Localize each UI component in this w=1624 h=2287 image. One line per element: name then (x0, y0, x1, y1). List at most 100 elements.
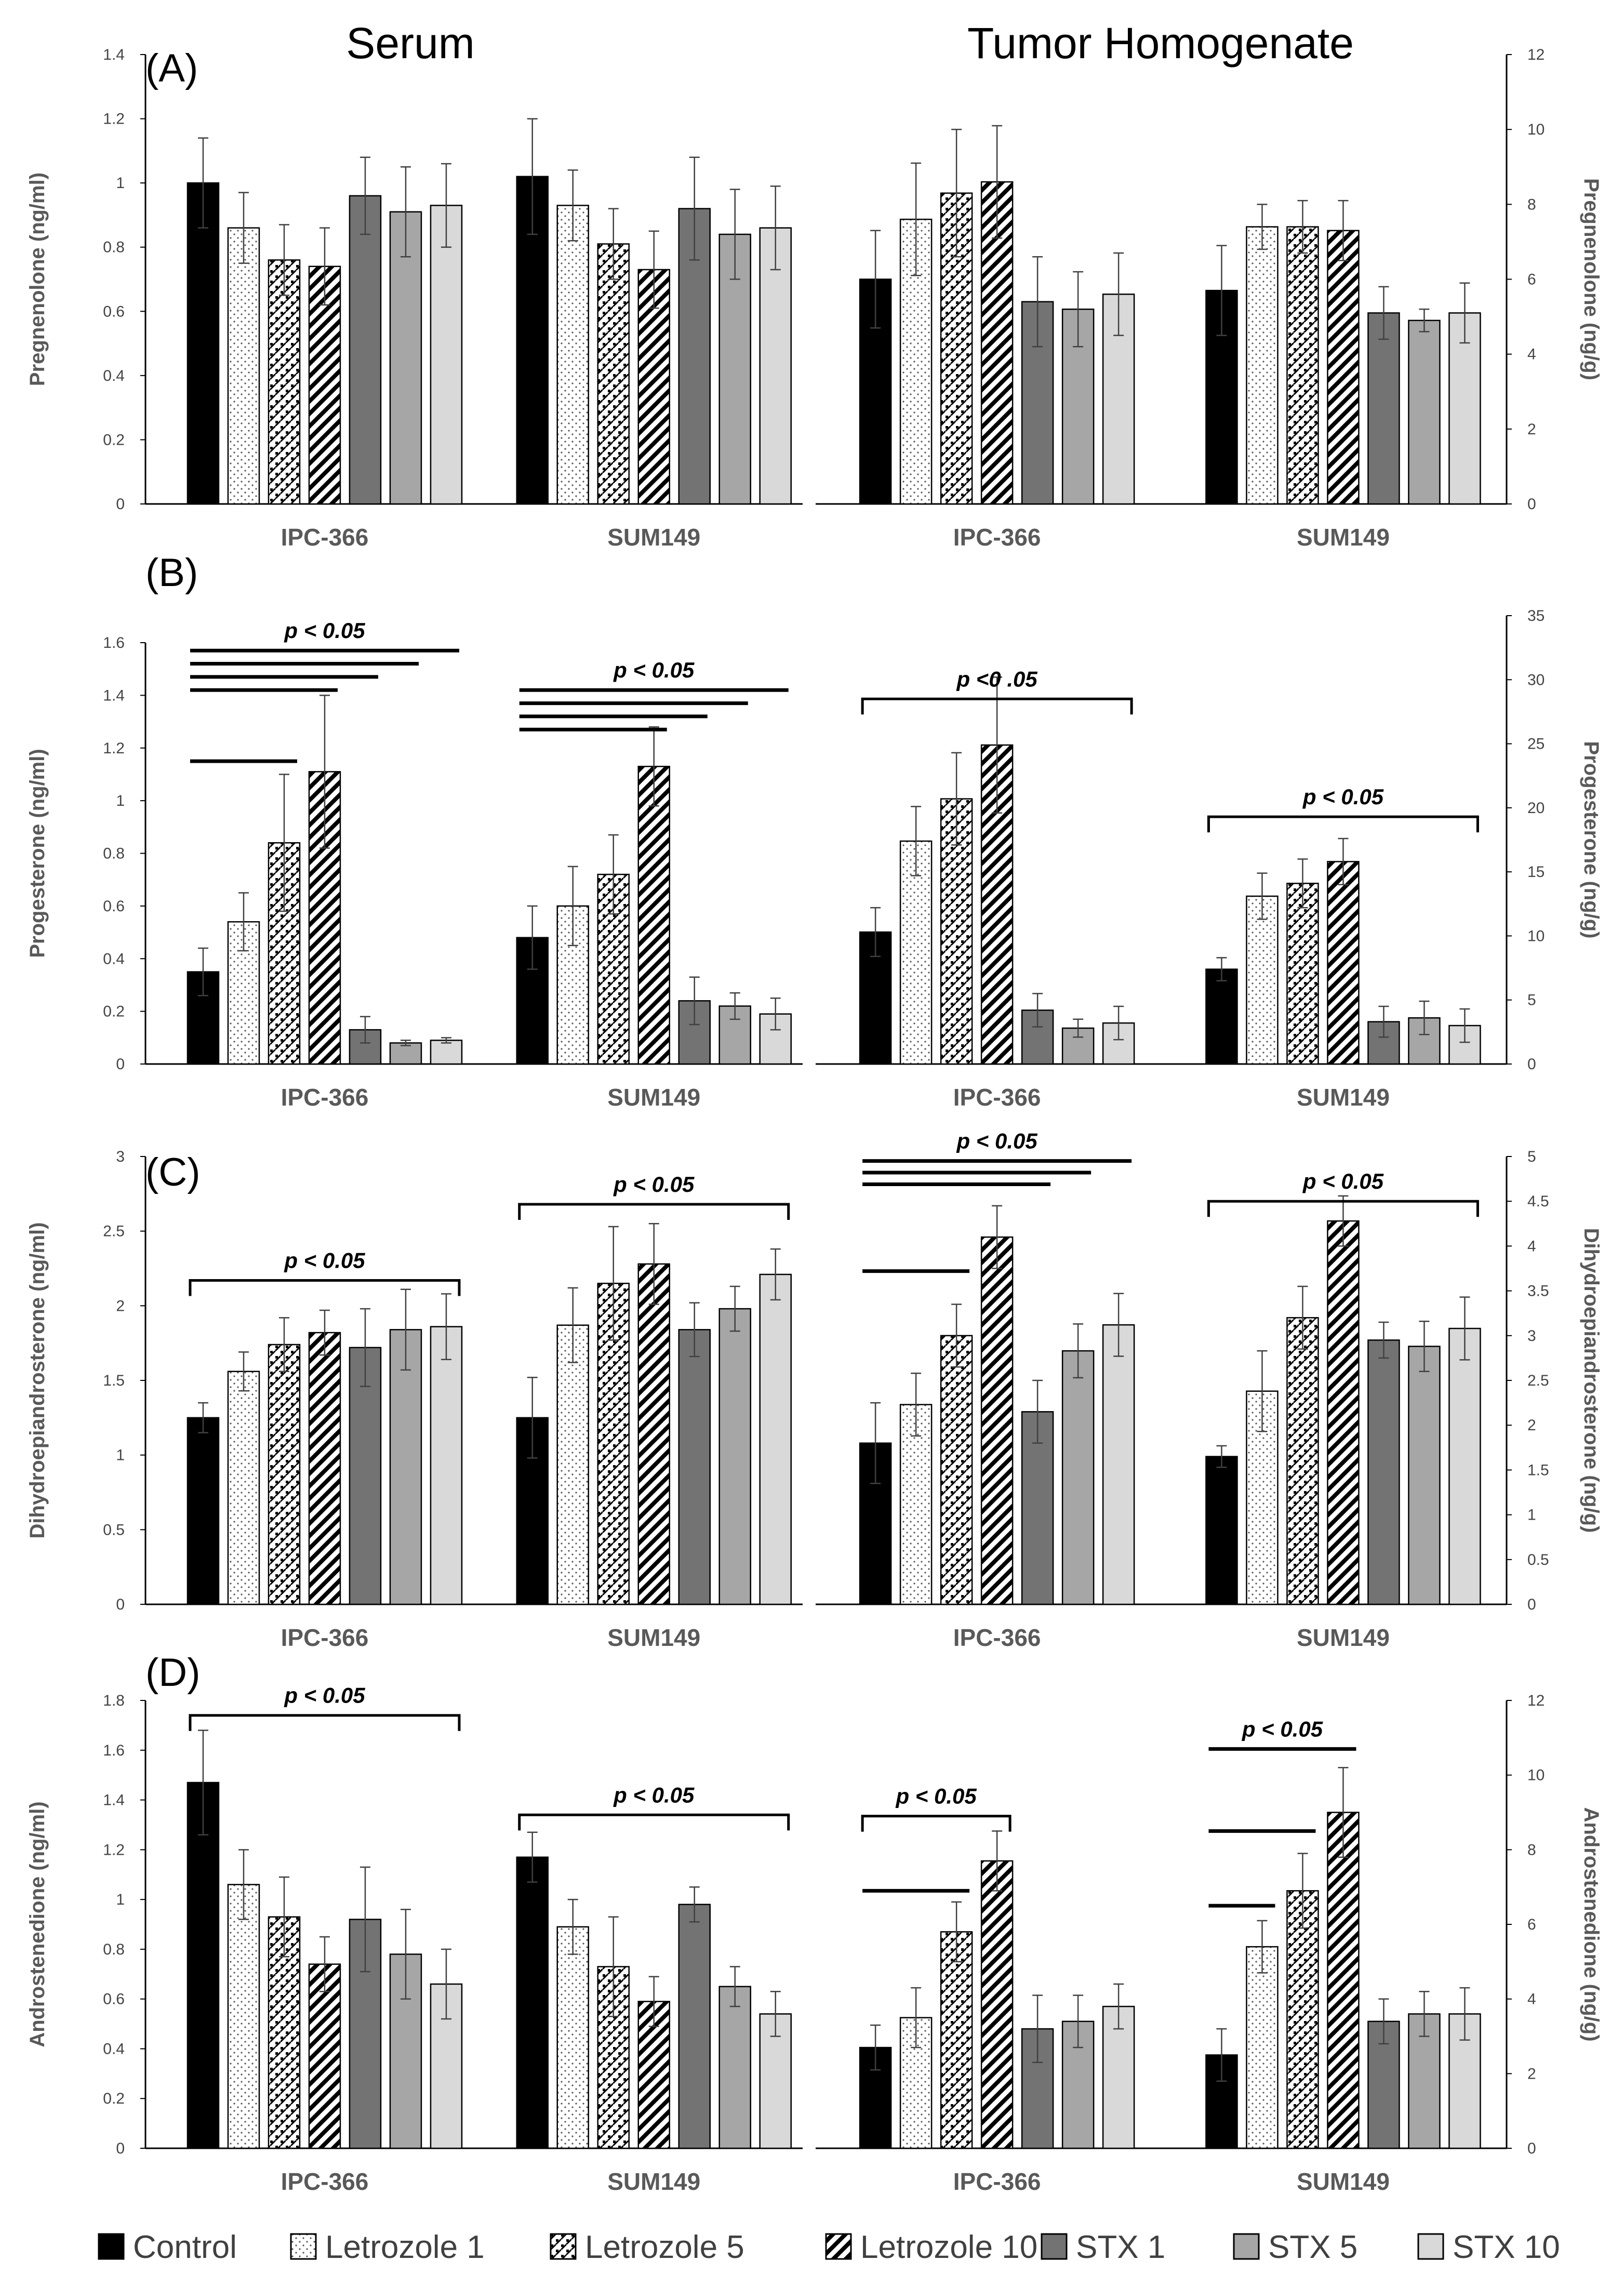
y-tick-label: 0.5 (1527, 1551, 1549, 1568)
bar-stx-10-sum149 (1448, 1327, 1481, 1605)
y-tick-label: 0.6 (103, 303, 125, 320)
y-tick-label: 0 (116, 2140, 125, 2157)
significance-label: p < 0.05 (284, 618, 365, 643)
y-tick-label: 12 (1527, 46, 1545, 63)
y-tick-label: 0 (1527, 2140, 1536, 2157)
y-tick-label: 3.5 (1527, 1283, 1549, 1300)
significance-bracket (861, 1815, 1011, 1832)
y-tick-label: 0.8 (103, 845, 125, 862)
legend-item-stx-5: STX 5 (1233, 2229, 1357, 2265)
tumor-homogenate-title: Tumor Homogenate (967, 19, 1354, 68)
bar-stx-1-sum149 (1367, 1339, 1400, 1605)
bar-letrozole-5-sum149 (1286, 1317, 1319, 1605)
category-label: IPC-366 (281, 1624, 369, 1651)
y-tick-label: 0 (116, 1596, 125, 1613)
bar-letrozole-10-ipc-366 (308, 1332, 341, 1605)
category-label: SUM149 (607, 1084, 700, 1111)
y-tick-label: 6 (1527, 271, 1536, 288)
legend-label: Letrozole 1 (325, 2229, 485, 2265)
y-tick-label: 2 (1527, 1417, 1536, 1434)
legend-swatch (825, 2233, 852, 2260)
y-tick-label: 1.2 (103, 111, 125, 128)
category-label: SUM149 (1297, 1084, 1390, 1111)
y-tick-label: 1 (1527, 1507, 1536, 1524)
category-label: SUM149 (607, 524, 700, 551)
bar-letrozole-10-ipc-366 (980, 1236, 1014, 1605)
significance-bracket (189, 1714, 461, 1731)
bar-letrozole-5-ipc-366 (268, 1344, 301, 1605)
y-tick-label: 5 (1527, 992, 1536, 1009)
y-axis-title: Androstenedione (ng/g) (1580, 1807, 1603, 2041)
bar-stx-5-sum149 (718, 1986, 751, 2149)
bar-letrozole-1-sum149 (556, 205, 589, 505)
y-tick-label: 0.8 (103, 239, 125, 256)
bar-letrozole-1-ipc-366 (227, 227, 260, 505)
y-axis-title: Androstenedione (ng/ml) (26, 1801, 49, 2047)
y-tick-label: 0.2 (103, 2090, 125, 2107)
bar-letrozole-10-sum149 (637, 1263, 670, 1605)
y-tick-label: 1 (116, 792, 125, 809)
significance-label: p < 0.05 (613, 1783, 695, 1807)
bar-stx-10-sum149 (1448, 312, 1481, 505)
legend-label: STX 5 (1268, 2229, 1357, 2265)
chart-panels: 0 0.2 0.4 0.6 0.8 1 1.2 1.4 Pregnenolone (ng/ml)… (26, 46, 1603, 2195)
category-label: IPC-366 (953, 1084, 1041, 1111)
y-tick-label: 1.4 (103, 687, 125, 704)
bar-stx-5-sum149 (1408, 320, 1441, 505)
y-tick-label: 5 (1527, 1148, 1536, 1165)
bar-letrozole-5-sum149 (1286, 226, 1319, 505)
y-tick-label: 0.6 (103, 1991, 125, 2008)
bar-stx-5-ipc-366 (389, 211, 422, 505)
legend-item-letrozole-10: Letrozole 10 (825, 2229, 1037, 2265)
y-tick-label: 2 (116, 1297, 125, 1314)
legend-item-stx-10: STX 10 (1417, 2229, 1560, 2265)
category-label: SUM149 (607, 1624, 700, 1651)
legend-swatch (98, 2233, 125, 2260)
bar-control-sum149 (1205, 968, 1238, 1065)
legend-label: Letrozole 5 (585, 2229, 744, 2265)
y-tick-label: 1 (116, 1891, 125, 1908)
significance-label: p <0 .05 (956, 667, 1037, 691)
bar-letrozole-1-ipc-366 (899, 1404, 933, 1605)
y-tick-label: 3 (116, 1148, 125, 1165)
y-tick-label: 10 (1527, 121, 1545, 138)
bar-stx-10-ipc-366 (430, 205, 463, 505)
legend-label: Letrozole 10 (860, 2229, 1037, 2265)
y-tick-label: 4 (1527, 1991, 1536, 2008)
bar-letrozole-5-sum149 (1286, 883, 1319, 1065)
panel-2: 0 2 4 6 8 10 12 Pregnenolone (ng/g) IPC-366 SUM14… (816, 46, 1603, 551)
y-axis-title: Progesterone (ng/ml) (26, 749, 49, 958)
bar-control-sum149 (516, 1856, 549, 2149)
significance-label: p < 0.05 (284, 1248, 365, 1272)
bar-stx-1-ipc-366 (349, 195, 382, 505)
bar-stx-1-ipc-366 (349, 1029, 382, 1065)
y-tick-label: 1 (116, 175, 125, 192)
significance-bracket (518, 1203, 790, 1220)
bar-letrozole-5-ipc-366 (940, 1931, 973, 2149)
bar-stx-10-sum149 (759, 1273, 792, 1605)
legend-item-stx-1: STX 1 (1041, 2229, 1165, 2265)
significance-bracket (1207, 815, 1479, 833)
significance-label: p < 0.05 (1242, 1717, 1323, 1741)
legend-swatch (1233, 2233, 1260, 2260)
significance-label: p < 0.05 (1302, 785, 1384, 809)
y-tick-label: 0 (1527, 1596, 1536, 1613)
y-tick-label: 1.6 (103, 1742, 125, 1759)
y-tick-label: 25 (1527, 736, 1545, 753)
bar-stx-5-ipc-366 (389, 1329, 422, 1605)
bar-letrozole-1-sum149 (556, 1926, 589, 2149)
bar-stx-1-ipc-366 (1021, 1411, 1054, 1605)
y-tick-label: 6 (1527, 1916, 1536, 1933)
bar-letrozole-10-sum149 (1327, 230, 1360, 505)
legend-item-letrozole-5: Letrozole 5 (550, 2229, 744, 2265)
panel-label: (B) (145, 551, 198, 595)
category-label: IPC-366 (281, 2168, 369, 2195)
bar-letrozole-10-sum149 (1327, 1812, 1360, 2149)
legend-item-letrozole-1: Letrozole 1 (290, 2229, 485, 2265)
significance-bracket (1207, 1200, 1479, 1217)
bar-letrozole-1-sum149 (556, 1324, 589, 1605)
bar-stx-10-sum149 (1448, 1025, 1481, 1065)
panel-label: (C) (145, 1150, 201, 1194)
legend-swatch (290, 2233, 317, 2260)
y-axis-title: Dihydroepiandrosterone (ng/ml) (26, 1222, 49, 1539)
